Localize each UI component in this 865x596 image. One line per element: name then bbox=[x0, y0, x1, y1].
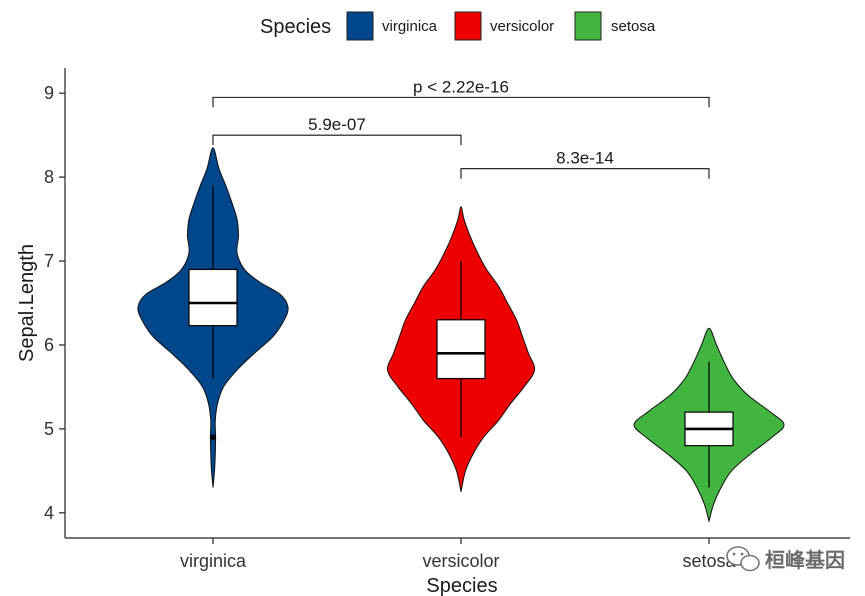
bracket-line bbox=[212, 96, 710, 108]
watermark-text: 桓峰基因 bbox=[765, 548, 845, 572]
y-tick-label: 6 bbox=[44, 335, 54, 355]
legend-swatch-setosa bbox=[574, 11, 602, 41]
comparison-brackets: p < 2.22e-16 5.9e-07 8.3e-14 bbox=[212, 77, 710, 179]
wechat-icon bbox=[726, 546, 760, 572]
x-tick-label-virginica: virginica bbox=[180, 551, 247, 571]
violins bbox=[137, 147, 785, 524]
box-virginica bbox=[188, 268, 238, 327]
bracket-line bbox=[460, 168, 710, 179]
outlier-virginica bbox=[210, 434, 216, 440]
violin-group-versicolor bbox=[386, 205, 536, 492]
x-axis-ticks: virginica versicolor setosa bbox=[180, 538, 736, 571]
comparison-bracket-3: 8.3e-14 bbox=[460, 149, 710, 179]
bracket-label: p < 2.22e-16 bbox=[413, 77, 509, 96]
bracket-label: 8.3e-14 bbox=[556, 149, 614, 168]
legend-label-virginica: virginica bbox=[382, 18, 438, 35]
y-tick-label: 4 bbox=[44, 503, 54, 523]
x-tick-label-versicolor: versicolor bbox=[422, 551, 499, 571]
y-tick-label: 9 bbox=[44, 83, 54, 103]
y-axis-ticks: 4 5 6 7 8 9 bbox=[44, 83, 65, 523]
x-tick-label-setosa: setosa bbox=[682, 551, 736, 571]
watermark: 桓峰基因 bbox=[726, 546, 845, 572]
y-tick-label: 7 bbox=[44, 251, 54, 271]
y-axis-title: Sepal.Length bbox=[16, 244, 38, 362]
legend-swatch-versicolor bbox=[454, 11, 482, 41]
x-axis-title: Species bbox=[426, 575, 497, 596]
box-versicolor bbox=[436, 319, 486, 380]
comparison-bracket-2: 5.9e-07 bbox=[212, 115, 462, 146]
bracket-line bbox=[212, 134, 462, 146]
legend-label-setosa: setosa bbox=[611, 18, 656, 35]
violin-group-setosa bbox=[633, 327, 785, 524]
legend-title: Species bbox=[260, 16, 331, 38]
comparison-bracket-1: p < 2.22e-16 bbox=[212, 77, 710, 108]
y-tick-label: 5 bbox=[44, 419, 54, 439]
legend-swatch-virginica bbox=[346, 11, 374, 41]
legend-label-versicolor: versicolor bbox=[490, 18, 554, 35]
bracket-label: 5.9e-07 bbox=[308, 115, 366, 134]
y-tick-label: 8 bbox=[44, 167, 54, 187]
legend: Species virginica versicolor setosa bbox=[260, 11, 656, 41]
violin-group-virginica bbox=[137, 147, 289, 488]
